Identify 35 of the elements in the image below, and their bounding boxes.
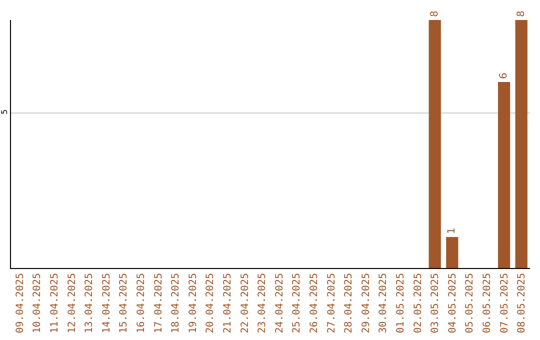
x-tick-label: 14.04.2025 <box>101 273 112 334</box>
data-label: 6 <box>498 72 510 79</box>
x-tick-label: 24.04.2025 <box>274 273 286 334</box>
x-tick-label: 02.05.2025 <box>412 273 424 334</box>
x-tick-label: 17.04.2025 <box>153 273 164 334</box>
x-tick-label: 20.04.2025 <box>205 273 216 334</box>
x-tick-label: 19.04.2025 <box>188 273 199 334</box>
x-tick-label: 01.05.2025 <box>396 273 406 334</box>
x-tick-label: 03.05.2025 <box>430 273 442 334</box>
data-label: 8 <box>429 10 440 17</box>
data-label: 1 <box>446 228 458 234</box>
x-tick-label: 16.04.2025 <box>136 273 147 334</box>
x-tick-label: 21.04.2025 <box>222 273 234 334</box>
x-tick-label: 09.04.2025 <box>14 273 26 334</box>
x-tick-label: 26.04.2025 <box>309 273 320 334</box>
x-tick-label: 04.05.2025 <box>447 273 458 334</box>
x-tick-label: 28.04.2025 <box>344 273 355 334</box>
x-tick-label: 18.04.2025 <box>170 273 182 334</box>
x-tick-label: 08.05.2025 <box>516 273 528 334</box>
x-tick-label: 30.04.2025 <box>378 273 390 334</box>
x-tick-label: 22.04.2025 <box>240 273 251 334</box>
x-tick-label: 27.04.2025 <box>326 273 338 334</box>
data-label: 8 <box>516 10 527 17</box>
y-tick-label: 5 <box>0 109 9 114</box>
x-tick-label: 05.05.2025 <box>464 273 476 334</box>
x-tick-label: 11.04.2025 <box>50 273 60 334</box>
x-tick-label: 10.04.2025 <box>32 273 44 334</box>
x-tick-label: 25.04.2025 <box>292 273 303 334</box>
x-tick-label: 07.05.2025 <box>499 273 510 334</box>
x-tick-label: 15.04.2025 <box>118 273 130 334</box>
x-tick-label: 29.04.2025 <box>360 273 372 334</box>
x-tick-label: 23.04.2025 <box>257 273 268 334</box>
x-tick-label: 12.04.2025 <box>66 273 78 334</box>
x-tick-label: 13.04.2025 <box>84 273 96 334</box>
x-tick-label: 06.05.2025 <box>482 273 493 334</box>
